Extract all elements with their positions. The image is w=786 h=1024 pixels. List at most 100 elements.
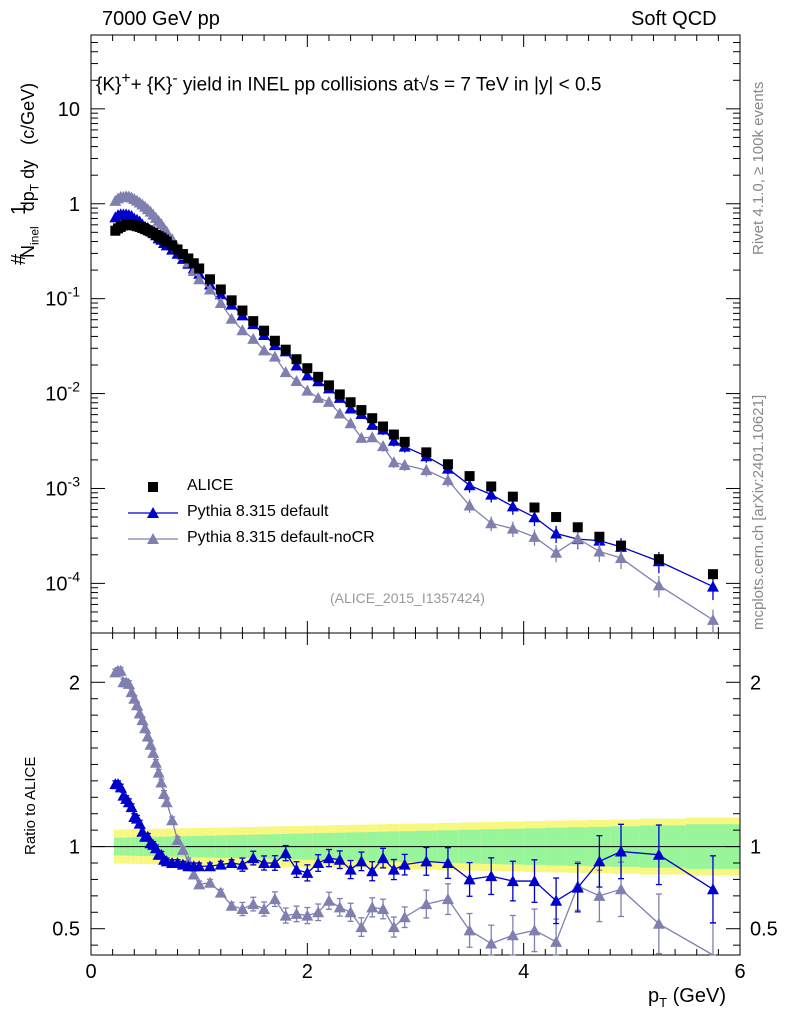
alice-point (464, 471, 475, 482)
alice-point (442, 459, 453, 470)
ratio-y-tick-label: 0.5 (52, 919, 80, 941)
ratio-point (485, 937, 498, 949)
series-point (366, 431, 379, 443)
alice-point (345, 397, 356, 408)
ratio-point (236, 858, 249, 870)
ratio-point (214, 886, 227, 898)
legend (128, 482, 178, 544)
ratio-point (214, 858, 227, 870)
ratio-point (420, 855, 433, 867)
ratio-point (485, 870, 498, 882)
data-series (109, 190, 719, 956)
ratio-point (225, 857, 238, 868)
y-tick-label: 10-4 (45, 568, 80, 595)
alice-point (313, 371, 324, 382)
alice-point (388, 429, 399, 440)
ratio-point (615, 883, 628, 895)
alice-point (167, 240, 178, 251)
alice-point (616, 540, 627, 551)
series-point (301, 369, 314, 381)
alice-point (248, 316, 259, 327)
ratio-point (114, 664, 127, 676)
series-point (706, 613, 719, 625)
ratio-point (268, 857, 281, 868)
ratio-point (133, 817, 146, 829)
ratio-point (333, 853, 346, 865)
alice-point (323, 380, 334, 391)
alice-point (237, 305, 248, 316)
alice-point (161, 236, 172, 247)
x-tick-label: 2 (302, 961, 313, 983)
series-point (615, 552, 628, 564)
ratio-point (506, 929, 519, 941)
ratio-point (528, 924, 541, 936)
series-point (652, 579, 665, 591)
ratio-point (377, 852, 390, 864)
ratio-point (301, 909, 314, 921)
ratio-point (377, 903, 390, 914)
ratio-point (155, 776, 168, 788)
series-point (312, 391, 325, 403)
alice-point (226, 295, 237, 306)
series-point (463, 499, 476, 511)
series-point (506, 522, 519, 534)
alice-point (334, 389, 345, 400)
ratio-point (203, 876, 216, 888)
ratio-point (333, 901, 346, 913)
ratio-point (203, 860, 216, 872)
ratio-point (593, 855, 606, 867)
series-point (550, 546, 563, 558)
ratio-point (187, 868, 200, 880)
ratio-point (355, 855, 368, 867)
ratio-y-tick-label-right: 0.5 (750, 919, 778, 941)
ratio-point (387, 863, 400, 875)
ratio-point (114, 781, 127, 793)
ratio-point (344, 906, 357, 918)
alice-point (399, 436, 410, 447)
series-point (193, 273, 206, 285)
series-point (290, 359, 303, 371)
axes-frame: 0 2 4 6 10-4 10-3 10-2 10-1 1 10 0.5 0.5 1 1 2 2 (45, 34, 778, 983)
series-point (398, 459, 411, 471)
ratio-line-2 (115, 670, 714, 956)
ratio-point (550, 935, 563, 947)
series-point (366, 418, 379, 430)
alice-point (356, 405, 367, 416)
alice-point (594, 531, 605, 542)
alice-point (572, 522, 583, 533)
y-tick-label: 1 (69, 194, 80, 216)
ratio-point (706, 883, 719, 895)
series-point (387, 456, 400, 468)
series-point (528, 530, 541, 542)
ratio-point (149, 756, 162, 768)
series-point (203, 283, 216, 295)
alice-point (291, 354, 302, 365)
ratio-point (122, 677, 135, 689)
series-point (420, 464, 433, 476)
alice-point (183, 253, 194, 264)
ratio-point (258, 903, 271, 914)
alice-point (177, 249, 188, 260)
legend-marker-alice (148, 482, 158, 492)
legend-label-default: Pythia 8.315 default (187, 503, 329, 520)
series-point (387, 434, 400, 446)
ratio-y-tick-label-right: 1 (750, 837, 761, 859)
series-point (377, 440, 390, 452)
series-point (333, 407, 346, 419)
ratio-point (366, 901, 379, 913)
ratio-point (506, 875, 519, 887)
ratio-point (247, 852, 260, 864)
ratio-point (463, 924, 476, 936)
ratio-point (160, 796, 173, 808)
ratio-point (312, 906, 325, 918)
analysis-watermark: (ALICE_2015_I1357424) (330, 590, 485, 606)
series-point (268, 350, 281, 362)
series-point (593, 545, 606, 557)
ratio-point (528, 875, 541, 887)
alice-point (194, 263, 205, 274)
rivet-version-label: Rivet 4.1.0, ≥ 100k events (750, 81, 767, 255)
alice-point (486, 481, 497, 492)
ratio-point (147, 746, 160, 758)
ratio-point (441, 893, 454, 905)
ratio-y-tick-label: 2 (69, 672, 80, 694)
